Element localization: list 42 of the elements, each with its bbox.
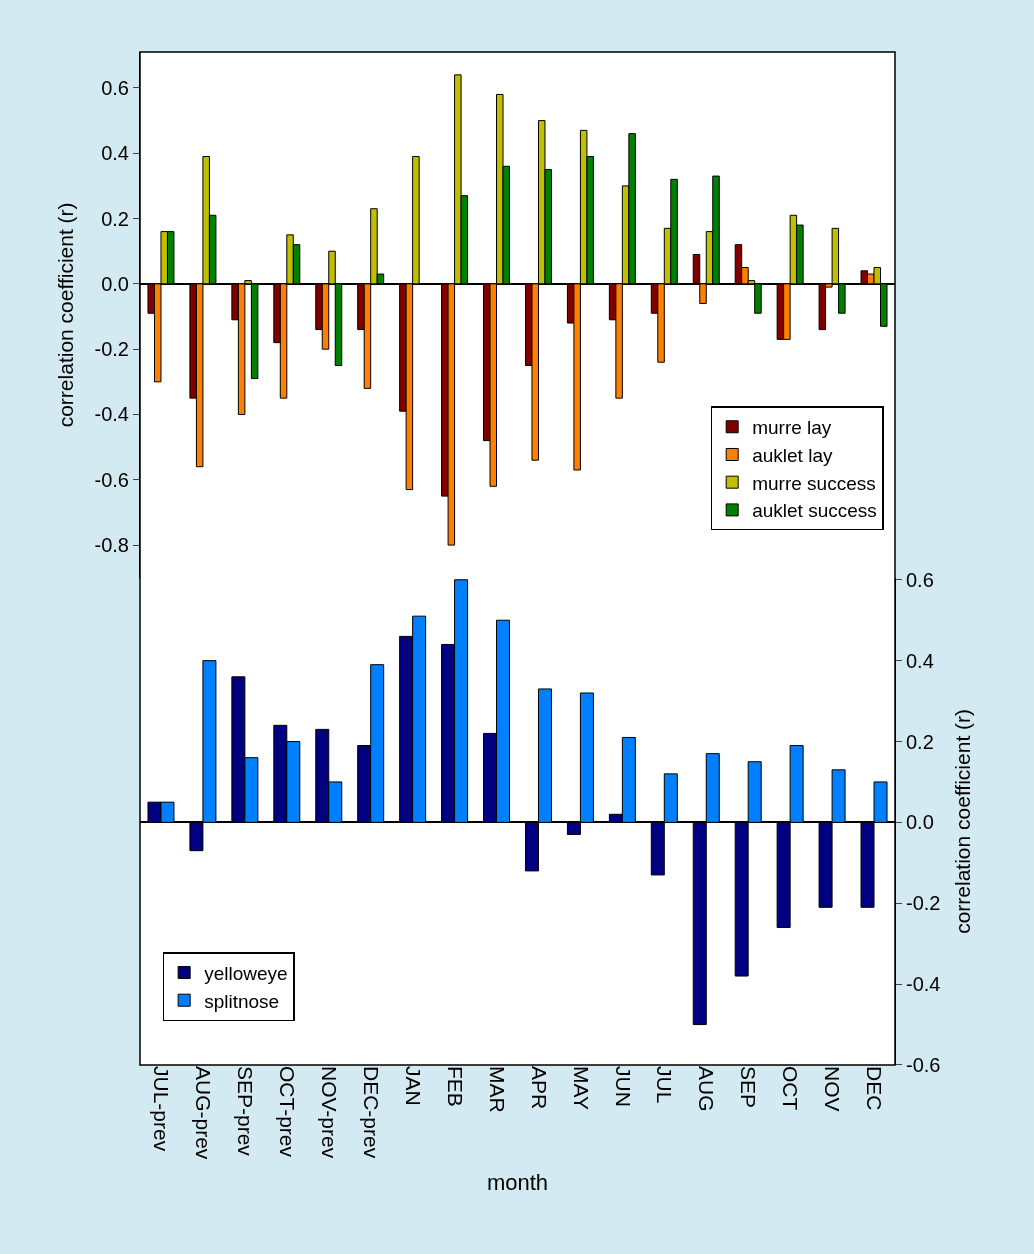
x-axis-title: month [486, 1169, 549, 1195]
x-tick-label: DEC-prev [359, 1066, 383, 1159]
y-tick-label: 0.0 [101, 272, 129, 295]
y2-tick-label: 0.2 [906, 730, 934, 753]
x-tick-label: OCT-prev [275, 1066, 299, 1158]
legend-label: murre success [752, 472, 876, 494]
x-tick-label: JUN [611, 1066, 635, 1107]
y-tick-label: 0.6 [101, 76, 129, 99]
legend-label: auklet lay [752, 444, 833, 466]
y2-tick-label: 0.0 [906, 811, 934, 834]
y-tick-label: -0.6 [94, 468, 129, 491]
x-tick-label: JUL [653, 1066, 677, 1104]
legend-label: murre lay [752, 417, 832, 439]
x-tick-label: SEP [737, 1066, 761, 1109]
x-tick-label: MAR [485, 1066, 509, 1113]
x-tick-label: NOV-prev [317, 1066, 341, 1159]
x-tick-label: AUG-prev [192, 1066, 216, 1160]
y-tick-label: 0.4 [101, 142, 129, 165]
y-tick-label: -0.8 [94, 534, 129, 557]
x-tick-label: OCT [779, 1066, 803, 1111]
y-tick-label: -0.4 [94, 403, 129, 426]
x-tick-label: SEP-prev [234, 1066, 258, 1157]
y2-axis-title: correlation coefficient (r) [950, 708, 974, 934]
y2-tick-label: -0.6 [906, 1054, 941, 1076]
x-tick-label: AUG [695, 1066, 719, 1112]
y2-tick-label: 0.6 [906, 568, 934, 591]
y-tick-label: 0.2 [101, 207, 129, 230]
x-tick-label: APR [527, 1066, 551, 1110]
legend-label: yelloweye [204, 962, 288, 984]
y-axis-title: correlation coefficient (r) [53, 202, 77, 428]
y2-tick-label: 0.4 [906, 649, 934, 672]
legend-label: splitnose [204, 990, 280, 1012]
y2-tick-label: -0.4 [906, 973, 941, 996]
y-tick-label: -0.2 [94, 338, 129, 361]
y2-tick-label: -0.2 [906, 892, 941, 915]
x-tick-label: NOV [821, 1066, 845, 1112]
x-tick-label: DEC [863, 1066, 887, 1111]
x-tick-label: MAY [569, 1066, 593, 1110]
legend-label: auklet success [752, 500, 877, 522]
x-tick-label: JAN [401, 1066, 425, 1106]
x-tick-label: FEB [443, 1066, 467, 1107]
x-tick-label: JUL-prev [150, 1066, 174, 1152]
